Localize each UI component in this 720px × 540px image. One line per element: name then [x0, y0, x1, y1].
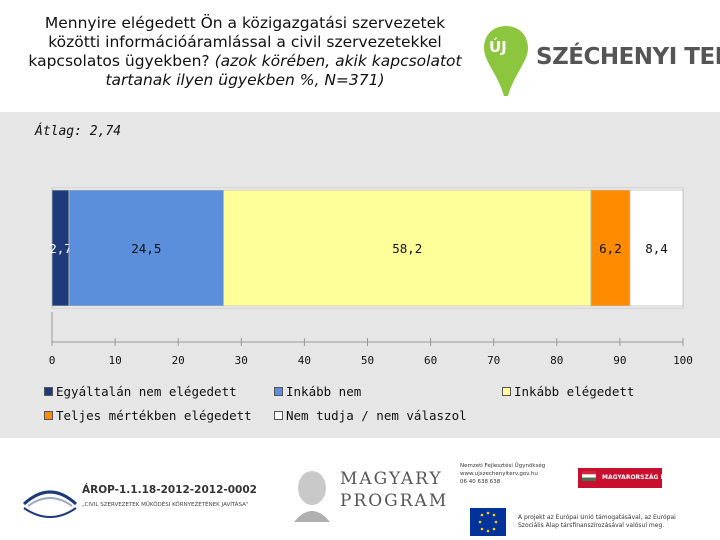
- portrait-icon: [294, 471, 330, 522]
- legend-label: Teljes mértékben elégedett: [56, 408, 252, 423]
- x-tick-label: 20: [172, 354, 185, 367]
- data-label: 2,7: [49, 241, 72, 256]
- chart-average: Átlag: 2,74: [35, 124, 122, 139]
- data-label: 24,5: [131, 241, 161, 256]
- bar-segment: [629, 189, 684, 307]
- magyary-program-logo: MAGYARY PROGRAM: [290, 460, 450, 530]
- legend-swatch: [44, 387, 53, 396]
- data-label: 8,4: [645, 241, 668, 256]
- bar-segment: [68, 189, 225, 307]
- nfu-phone: 06 40 638 638: [460, 479, 501, 485]
- nfu-name: Nemzeti Fejlesztési Ügynökség: [460, 463, 546, 469]
- x-tick-label: 0: [49, 354, 56, 367]
- eu-support-line1: A projekt az Európai Unió támogatásával,…: [518, 514, 676, 521]
- legend-label: Inkább elégedett: [514, 384, 635, 399]
- x-tick-label: 30: [235, 354, 248, 367]
- arop-code: ÁROP-1.1.18-2012-2012-0002: [82, 484, 257, 496]
- x-tick-label: 40: [298, 354, 311, 367]
- bar-segment: [590, 189, 631, 307]
- nfu-block: Nemzeti Fejlesztési Ügynökség www.ujszec…: [460, 462, 710, 536]
- arop-swirl-icon: [22, 490, 78, 518]
- szechenyi-terv-logo: ÚJ SZÉCHENYI TERV: [480, 22, 720, 102]
- legend-swatch: [502, 387, 511, 396]
- legend-label: Nem tudja / nem válaszol: [286, 408, 467, 423]
- x-tick-label: 100: [673, 354, 693, 367]
- arop-subtitle: „CIVIL SZERVEZETEK MŰKÖDÉSI KÖRNYEZETÉNE…: [82, 502, 249, 508]
- bar-segment: [223, 189, 592, 307]
- hungarian-flag-icon: [582, 471, 596, 481]
- nfu-url: www.ujszechenyiterv.gov.hu: [460, 471, 538, 477]
- x-tick-label: 50: [361, 354, 374, 367]
- data-label: 58,2: [392, 241, 422, 256]
- chart-question: Mennyire elégedett Ön a közigazgatási sz…: [28, 14, 446, 70]
- chart-panel: Átlag: 2,74 0 10 20 30 40 50 60 70 80 90 100 2,7 24,…: [0, 112, 720, 438]
- footer: ÁROP-1.1.18-2012-2012-0002 „CIVIL SZERVE…: [0, 450, 720, 540]
- chart-title-block: Mennyire elégedett Ön a közigazgatási sz…: [20, 14, 470, 90]
- legend-swatch: [274, 387, 283, 396]
- x-tick-label: 90: [613, 354, 626, 367]
- data-label: 6,2: [599, 241, 622, 256]
- arop-logo: ÁROP-1.1.18-2012-2012-0002 „CIVIL SZERVE…: [20, 470, 310, 530]
- legend-swatch: [44, 411, 53, 420]
- hungary-renews-badge: MAGYARORSZÁG MEGÚJUL: [578, 468, 691, 488]
- legend-item: Teljes mértékben elégedett: [44, 408, 252, 423]
- legend-item: Inkább nem: [274, 384, 361, 399]
- logo-text: SZÉCHENYI TERV: [536, 44, 720, 70]
- legend-item: Egyáltalán nem elégedett: [44, 384, 237, 399]
- legend-item: Inkább elégedett: [502, 384, 634, 399]
- logo-badge: ÚJ: [489, 38, 507, 56]
- stacked-bar-chart: 0 10 20 30 40 50 60 70 80 90 100 2,7 24,5 58,2 6,2 8,4: [49, 187, 693, 367]
- eu-support-line2: Szociális Alap társfinanszírozásával val…: [518, 522, 665, 529]
- magyary-line2: PROGRAM: [340, 491, 449, 511]
- chart-sample-note: (azok körében, akik kapcsolatot tartanak…: [105, 52, 462, 89]
- map-pin-icon: [484, 26, 528, 96]
- magyary-line1: MAGYARY: [340, 469, 443, 489]
- legend-label: Egyáltalán nem elégedett: [56, 384, 237, 399]
- legend-label: Inkább nem: [286, 384, 362, 399]
- eu-flag-icon: [470, 508, 506, 536]
- x-tick-label: 60: [424, 354, 437, 367]
- x-tick-label: 10: [108, 354, 121, 367]
- x-tick-label: 70: [487, 354, 500, 367]
- legend-swatch: [274, 411, 283, 420]
- legend-item: Nem tudja / nem válaszol: [274, 408, 467, 423]
- x-tick-label: 80: [550, 354, 563, 367]
